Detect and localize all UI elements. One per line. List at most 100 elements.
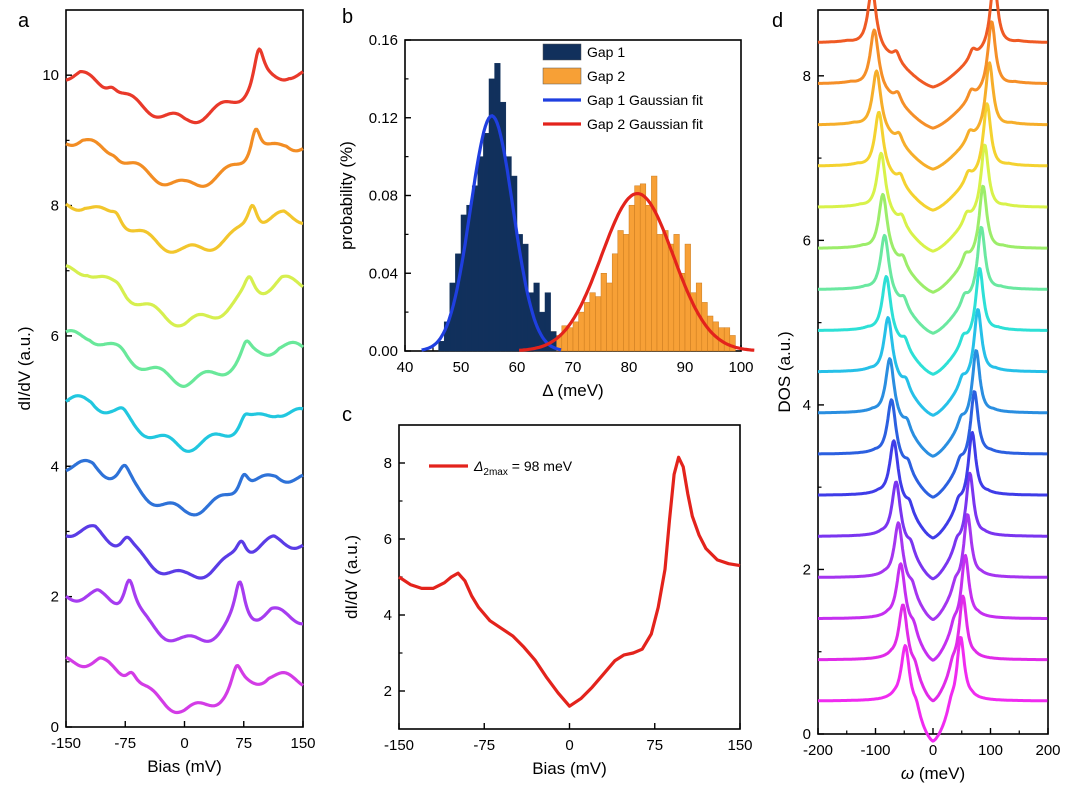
panel-label-a: a: [18, 10, 30, 32]
gap2-bar: [634, 185, 641, 352]
gap2-gaussian-fit-line: [519, 192, 755, 352]
x-tick-label: 60: [509, 359, 526, 376]
x-tick-label: 75: [235, 735, 252, 752]
dos-line: [817, 0, 1049, 89]
gap2-bar: [723, 327, 731, 352]
y-axis-label: DOS (a.u.): [775, 331, 794, 412]
spectrum-line: [65, 578, 304, 643]
gap1-bar: [544, 292, 551, 352]
dos-line: [817, 225, 1049, 335]
gap2-bar: [729, 335, 736, 352]
x-tick-label: 150: [290, 735, 315, 752]
gap1-bar: [494, 63, 501, 352]
gap1-gaussian-fit-line: [421, 114, 562, 352]
dos-line: [817, 349, 1049, 458]
dos-line: [817, 513, 1049, 621]
x-axis-label: ω (meV): [901, 764, 965, 783]
spectrum-line: [65, 202, 304, 254]
x-axis-label: Δ (meV): [542, 381, 603, 400]
x-tick-label: 200: [1035, 742, 1060, 759]
panel-label-c: c: [342, 404, 352, 426]
x-tick-label: 40: [397, 359, 414, 376]
y-tick-label: 6: [51, 328, 59, 345]
y-tick-label: 0.12: [369, 110, 398, 127]
legend-label: Δ2max = 98 meV: [473, 458, 573, 478]
gap1-bar: [477, 156, 484, 352]
gap2-bar: [578, 311, 585, 352]
dos-line: [817, 553, 1049, 662]
x-tick-label: -100: [860, 742, 890, 759]
legend-swatch: [542, 43, 582, 61]
gap2-bar: [572, 321, 579, 352]
y-tick-label: 0: [803, 726, 811, 743]
x-tick-label: 90: [677, 359, 694, 376]
dos-line: [817, 20, 1049, 130]
x-tick-label: 0: [565, 737, 573, 754]
x-tick-label: 0: [180, 735, 188, 752]
gap2-bar: [628, 204, 635, 352]
x-axis-label: Bias (mV): [532, 759, 607, 778]
spectrum-line: [65, 329, 305, 388]
gap2-bar: [595, 296, 602, 352]
gap2-bar: [617, 230, 624, 352]
dos-line: [817, 308, 1049, 417]
gap2-bar: [673, 234, 680, 352]
x-tick-label: 70: [565, 359, 582, 376]
gap2-bar: [589, 292, 596, 352]
gap1-bar: [471, 185, 479, 352]
x-tick-label: 50: [453, 359, 470, 376]
spectrum-line: [65, 47, 304, 125]
y-axis-label: dI/dV (a.u.): [15, 326, 34, 410]
y-tick-label: 0.04: [369, 265, 398, 282]
dos-line: [817, 267, 1049, 376]
legend-label: Gap 2 Gaussian fit: [587, 116, 703, 132]
x-tick-label: 150: [727, 737, 752, 754]
y-tick-label: 4: [51, 458, 59, 475]
x-tick-label: -75: [473, 737, 495, 754]
gap1-bar: [438, 341, 445, 352]
dos-line: [817, 471, 1049, 581]
gap2-bar: [667, 243, 675, 352]
gap2-bar: [583, 302, 591, 352]
y-tick-label: 0.08: [369, 188, 398, 205]
legend-label: Gap 1: [587, 44, 625, 60]
panel-label-b: b: [342, 6, 353, 28]
y-tick-label: 2: [51, 589, 59, 606]
y-tick-label: 0.00: [369, 343, 398, 360]
gap1-bar: [488, 78, 495, 352]
panel-label-d: d: [772, 10, 783, 32]
gap2-bar: [623, 234, 630, 352]
legend-label: Gap 1 Gaussian fit: [587, 92, 703, 108]
gap1-bar: [483, 133, 490, 352]
gap2-bar: [600, 273, 607, 352]
gap2-bar: [567, 327, 574, 352]
y-tick-label: 2: [803, 561, 811, 578]
gap2-bar: [611, 253, 619, 352]
x-tick-label: 80: [621, 359, 638, 376]
spectrum-line: [65, 264, 304, 328]
y-tick-label: 0.16: [369, 32, 398, 49]
panel-a-chart: -150 -75 0 75 150 0 2 4 6 8 10 Bias (mV) dI/dV (a.u.…: [15, 9, 316, 776]
dIdV-line: [398, 455, 741, 708]
dos-line: [817, 594, 1049, 703]
dos-line: [817, 431, 1049, 540]
x-tick-label: -200: [803, 742, 833, 759]
gap2-bar: [651, 175, 658, 352]
spectrum-line: [65, 524, 304, 580]
y-axis-label: probability (%): [337, 141, 356, 250]
x-tick-label: -75: [114, 735, 136, 752]
x-tick-label: 100: [978, 742, 1003, 759]
panel-d-chart: -200 -100 0 100 200 0 2 4 6 8 ω (meV) DOS (a.u.): [775, 0, 1061, 783]
gap2-bar: [606, 282, 613, 352]
y-tick-label: 2: [384, 683, 392, 700]
y-tick-label: 6: [384, 531, 392, 548]
dos-line: [817, 102, 1049, 212]
spectrum-line: [65, 458, 304, 517]
panel-b-chart: 40 50 60 70 80 90 100 0.00 0.04 0.08 0.12 0.16 Δ (me…: [337, 32, 755, 400]
y-tick-label: 8: [51, 198, 59, 215]
dos-line: [817, 636, 1049, 743]
spectrum-line: [65, 127, 304, 188]
panel-c-chart: -150 -75 0 75 150 2 4 6 8 Bias (mV) dI/dV (a.u.) Δ2…: [342, 424, 753, 778]
y-tick-label: 6: [803, 232, 811, 249]
